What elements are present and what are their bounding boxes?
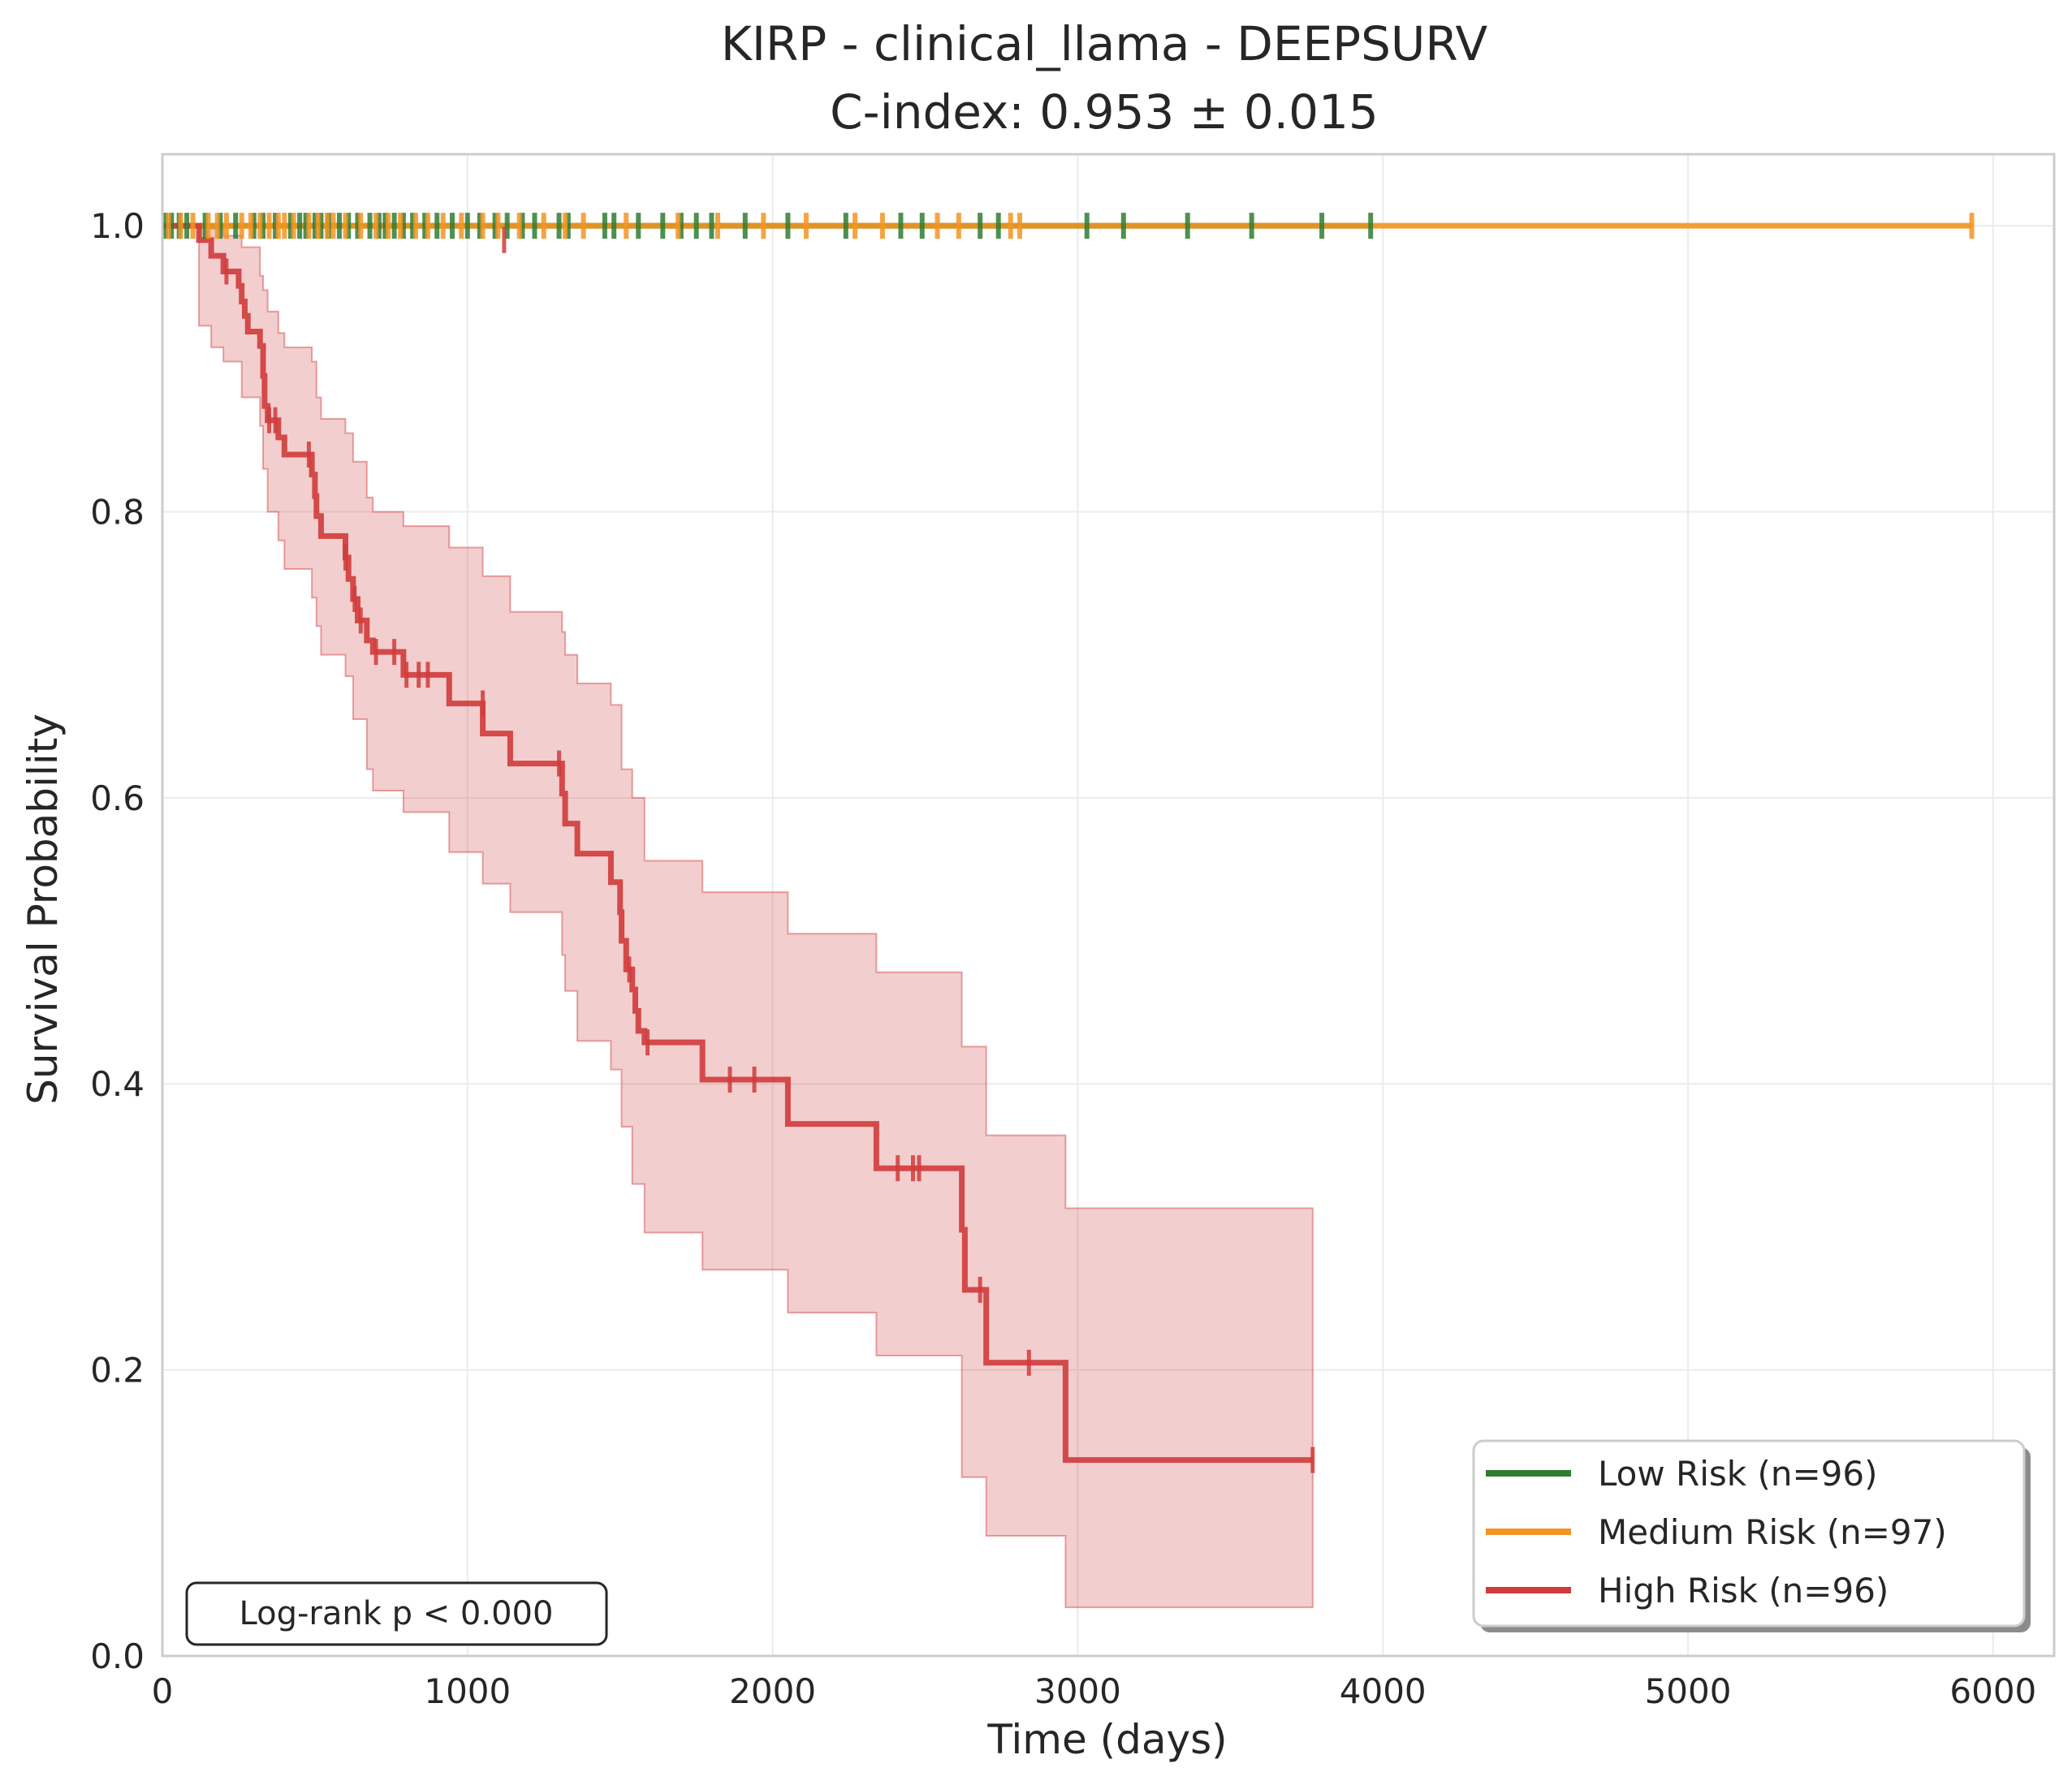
chart-title: KIRP - clinical_llama - DEEPSURV (721, 16, 1488, 71)
medium-risk-legend-label: Medium Risk (n=97) (1598, 1512, 1947, 1552)
plot-frame (161, 153, 2056, 1658)
legend-items: Low Risk (n=96) Medium Risk (n=97) High Ri… (1486, 1454, 1947, 1610)
high-risk-legend-label: High Risk (n=96) (1598, 1571, 1889, 1610)
y-tick-label: 0.4 (90, 1064, 145, 1104)
y-tick-label: 0.0 (90, 1636, 145, 1676)
survival-curves (162, 222, 1972, 1464)
y-tick-label: 0.2 (90, 1351, 145, 1390)
y-axis-ticks: 0.0 0.2 0.4 0.6 0.8 1.0 (90, 206, 145, 1676)
x-tick-label: 1000 (424, 1671, 511, 1711)
x-tick-label: 6000 (1949, 1671, 2036, 1711)
high-risk-curve (162, 222, 1313, 1464)
legend: Low Risk (n=96) Medium Risk (n=97) High Ri… (1472, 1439, 2031, 1632)
x-tick-label: 2000 (729, 1671, 816, 1711)
y-tick-label: 0.8 (90, 492, 145, 532)
confidence-bands (162, 225, 1314, 1609)
logrank-annotation: Log-rank p < 0.000 (185, 1581, 608, 1646)
y-axis-label: Survival Probability (19, 714, 67, 1105)
y-tick-label: 0.6 (90, 778, 145, 818)
x-tick-label: 5000 (1645, 1671, 1732, 1711)
censor-markers (162, 213, 1975, 1473)
annotation-text: Log-rank p < 0.000 (240, 1595, 554, 1632)
x-tick-label: 3000 (1034, 1671, 1121, 1711)
annotation-box (185, 1581, 608, 1646)
low-risk-legend-label: Low Risk (n=96) (1598, 1454, 1878, 1494)
x-axis-ticks: 0 1000 2000 3000 4000 5000 6000 (152, 1671, 2037, 1711)
x-tick-label: 4000 (1340, 1671, 1427, 1711)
high-risk-ci-band (162, 225, 1314, 1609)
y-tick-label: 1.0 (90, 206, 145, 246)
chart-subtitle: C-index: 0.953 ± 0.015 (830, 84, 1379, 140)
x-tick-label: 0 (152, 1671, 174, 1711)
x-axis-label: Time (days) (986, 1716, 1227, 1763)
legend-box (1472, 1439, 2026, 1628)
